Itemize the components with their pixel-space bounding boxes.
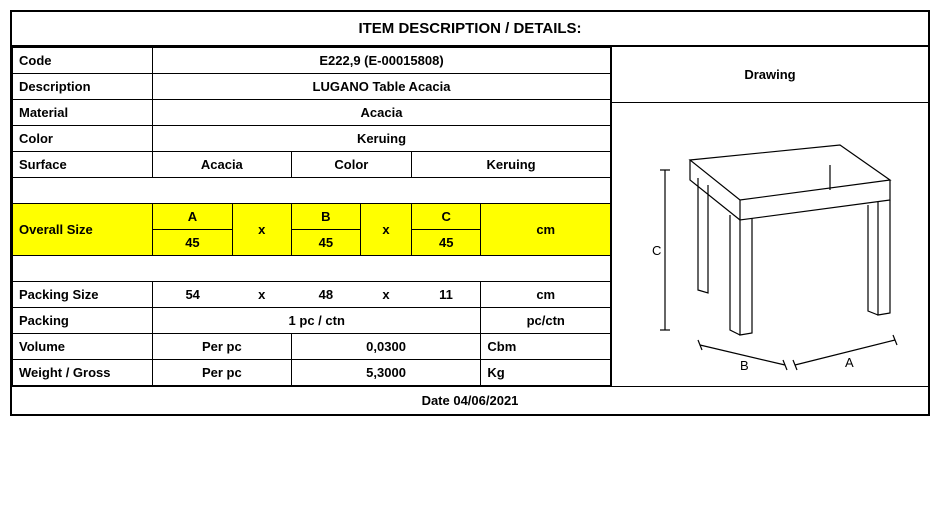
overall-x2: x [361,204,412,256]
right-column: Drawing [612,47,928,386]
left-column: Code E222,9 (E-00015808) Description LUG… [12,47,612,386]
overall-unit: cm [481,204,611,256]
dim-B: B [740,358,749,373]
overall-C: 45 [412,230,481,256]
overall-B-label: B [291,204,360,230]
label-color: Color [13,126,153,152]
overall-C-label: C [412,204,481,230]
label-packing-size: Packing Size [13,282,153,308]
packing-b: 48 [291,282,360,308]
packing-c: 11 [412,282,481,308]
overall-x1: x [232,204,291,256]
row-description: Description LUGANO Table Acacia [13,74,611,100]
title: ITEM DESCRIPTION / DETAILS: [12,12,928,47]
packing-a: 54 [153,282,233,308]
label-surface-color: Color [291,152,411,178]
label-surface: Surface [13,152,153,178]
row-weight: Weight / Gross Per pc 5,3000 Kg [13,360,611,386]
value-description: LUGANO Table Acacia [153,74,611,100]
spec-sheet: ITEM DESCRIPTION / DETAILS: Code E222,9 … [10,10,930,416]
value-surface1: Acacia [153,152,292,178]
value-material: Acacia [153,100,611,126]
packing-value: 1 pc / ctn [153,308,481,334]
table-drawing-icon: C B A [630,115,910,375]
label-overall-size: Overall Size [13,204,153,256]
overall-A: 45 [153,230,233,256]
row-overall-size-header: Overall Size A x B x C cm [13,204,611,230]
drawing-area: C B A [612,103,928,386]
row-volume: Volume Per pc 0,0300 Cbm [13,334,611,360]
volume-per: Per pc [153,334,292,360]
label-code: Code [13,48,153,74]
label-material: Material [13,100,153,126]
weight-unit: Kg [481,360,611,386]
row-code: Code E222,9 (E-00015808) [13,48,611,74]
volume-value: 0,0300 [291,334,481,360]
row-color: Color Keruing [13,126,611,152]
packing-unit2: pc/ctn [481,308,611,334]
value-code: E222,9 (E-00015808) [153,48,611,74]
dim-C: C [652,243,661,258]
weight-value: 5,3000 [291,360,481,386]
packing-unit: cm [481,282,611,308]
row-surface: Surface Acacia Color Keruing [13,152,611,178]
row-packing: Packing 1 pc / ctn pc/ctn [13,308,611,334]
value-surface2: Keruing [412,152,611,178]
value-color: Keruing [153,126,611,152]
row-packing-size: Packing Size 54 x 48 x 11 cm [13,282,611,308]
drawing-label: Drawing [612,47,928,103]
spacer-1 [13,178,611,204]
volume-unit: Cbm [481,334,611,360]
date-footer: Date 04/06/2021 [12,386,928,414]
overall-B: 45 [291,230,360,256]
content: Code E222,9 (E-00015808) Description LUG… [12,47,928,386]
overall-A-label: A [153,204,233,230]
row-material: Material Acacia [13,100,611,126]
spec-table: Code E222,9 (E-00015808) Description LUG… [12,47,611,386]
spacer-2 [13,256,611,282]
packing-x2: x [361,282,412,308]
label-packing: Packing [13,308,153,334]
weight-per: Per pc [153,360,292,386]
label-description: Description [13,74,153,100]
label-weight: Weight / Gross [13,360,153,386]
packing-x1: x [232,282,291,308]
dim-A: A [845,355,854,370]
label-volume: Volume [13,334,153,360]
